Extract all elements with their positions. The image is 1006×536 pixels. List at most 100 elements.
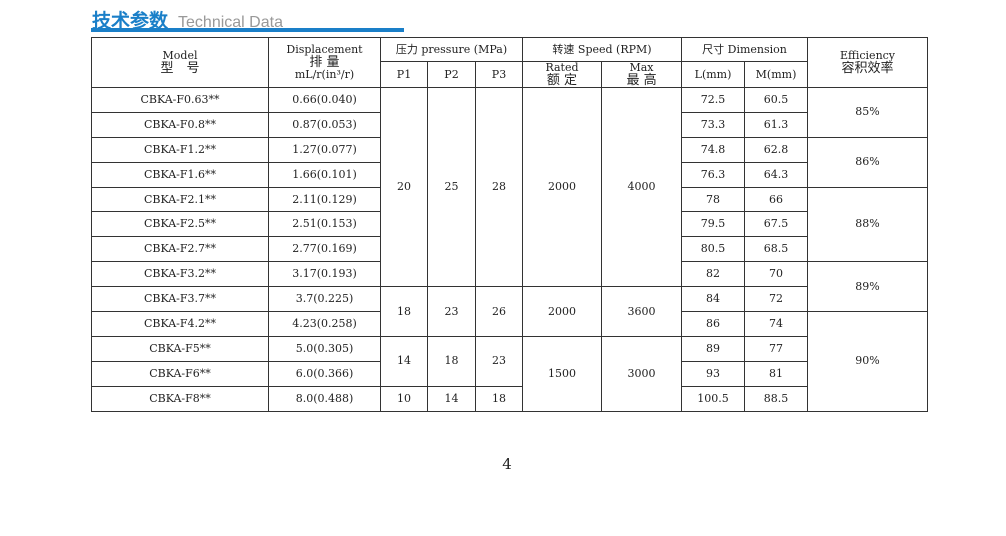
length-m-cell: 81: [744, 360, 809, 387]
title-en: Technical Data: [178, 14, 283, 31]
p3-cell: 18: [475, 385, 523, 412]
table-row: CBKA-F4.2** 4.23(0.258) 86 74 90%: [91, 311, 929, 412]
model-cell: CBKA-F5**: [91, 335, 269, 362]
max-speed-cell: 4000: [600, 86, 683, 288]
model-cell: CBKA-F4.2**: [91, 311, 269, 337]
efficiency-cell: 86%: [807, 136, 929, 188]
p2-cell: 23: [427, 286, 476, 337]
model-cell: CBKA-F3.7**: [91, 286, 269, 313]
table-row: CBKA-F3.7** 3.7(0.225) 18 23 26 2000 3600 84 72: [91, 286, 928, 337]
length-l-cell: 78: [681, 186, 746, 213]
model-cell: CBKA-F8**: [91, 385, 269, 412]
length-m-cell: 61.3: [744, 111, 809, 138]
length-m-cell: 74: [744, 311, 809, 337]
efficiency-cell: 89%: [807, 261, 929, 313]
length-m-cell: 72: [744, 286, 809, 313]
table-row: CBKA-F8** 8.0(0.488) 10 14 18 100.5 88.5: [91, 385, 928, 412]
displacement-cell: 8.0(0.488): [268, 385, 381, 412]
max-speed-cell: 3600: [600, 286, 683, 337]
length-m-cell: 62.8: [744, 136, 809, 163]
p2-cell: 14: [427, 385, 476, 412]
header-m: M(mm): [744, 61, 809, 88]
length-m-cell: 66: [744, 186, 809, 213]
length-l-cell: 82: [681, 261, 746, 288]
displacement-cell: 2.77(0.169): [268, 236, 381, 263]
length-l-cell: 72.5: [681, 87, 746, 113]
header-model: Model 型 号: [91, 37, 269, 88]
length-m-cell: 88.5: [744, 385, 809, 412]
header-pressure: 压力 pressure (MPa): [380, 37, 523, 62]
length-l-cell: 89: [681, 335, 746, 362]
length-l-cell: 86: [681, 311, 746, 337]
efficiency-cell: 88%: [807, 186, 929, 263]
rated-speed-cell: 1500: [522, 335, 602, 412]
model-cell: CBKA-F2.5**: [91, 211, 269, 238]
header-l: L(mm): [681, 61, 746, 88]
displacement-cell: 3.7(0.225): [268, 286, 381, 313]
efficiency-cell: 90%: [807, 311, 929, 412]
rated-speed-cell: 2000: [522, 286, 602, 337]
max-speed-cell: 3000: [600, 335, 683, 412]
displacement-cell: 1.66(0.101): [268, 161, 381, 188]
displacement-cell: 0.87(0.053): [268, 111, 381, 138]
model-cell: CBKA-F0.8**: [91, 111, 269, 138]
length-m-cell: 67.5: [744, 211, 809, 238]
table-row: CBKA-F2.5** 2.51(0.153) 79.5 67.5: [91, 211, 928, 238]
length-m-cell: 70: [744, 261, 809, 288]
displacement-cell: 2.11(0.129): [268, 186, 381, 213]
model-cell: CBKA-F1.6**: [91, 161, 269, 188]
displacement-cell: 5.0(0.305): [268, 335, 381, 362]
header-p2: P2: [427, 61, 476, 88]
length-l-cell: 73.3: [681, 111, 746, 138]
page-number: 4: [502, 455, 512, 473]
header-dimension: 尺寸 Dimension: [681, 37, 809, 62]
header-max: Max 最 高: [600, 61, 683, 88]
header-p1: P1: [380, 61, 428, 88]
displacement-cell: 3.17(0.193): [268, 261, 381, 288]
p1-cell: 18: [380, 286, 428, 337]
length-l-cell: 84: [681, 286, 746, 313]
model-cell: CBKA-F0.63**: [91, 87, 269, 113]
header-speed: 转速 Speed (RPM): [521, 37, 683, 62]
model-cell: CBKA-F6**: [91, 360, 269, 387]
length-l-cell: 74.8: [681, 136, 746, 163]
model-cell: CBKA-F1.2**: [91, 136, 269, 163]
table-row: CBKA-F5** 5.0(0.305) 14 18 23 1500 3000 89 77: [91, 335, 928, 412]
length-l-cell: 93: [681, 360, 746, 387]
model-cell: CBKA-F2.1**: [91, 186, 269, 213]
length-m-cell: 77: [744, 335, 809, 362]
header-rated: Rated 额 定: [522, 61, 602, 88]
p1-cell: 20: [380, 86, 428, 288]
p1-cell: 10: [380, 385, 428, 412]
length-l-cell: 76.3: [681, 161, 746, 188]
table-row: CBKA-F6** 6.0(0.366) 93 81: [91, 360, 928, 387]
header-displacement: Displacement 排 量 mL/r(in³/r): [268, 37, 381, 88]
table-row: CBKA-F2.7** 2.77(0.169) 80.5 68.5: [91, 236, 928, 263]
length-l-cell: 80.5: [681, 236, 746, 263]
technical-data-table: Model 型 号 Displacement 排 量 mL/r(in³/r) 压力 p…: [91, 37, 929, 412]
table-row: CBKA-F0.63** 0.66(0.040) 20 25 28 2000 4000 72.…: [91, 86, 929, 288]
efficiency-cell: 85%: [807, 87, 929, 138]
header-efficiency: Efficiency 容积效率: [807, 37, 929, 88]
displacement-cell: 4.23(0.258): [268, 311, 381, 337]
table-row: CBKA-F3.2** 3.17(0.193) 82 70 89%: [91, 261, 929, 313]
p2-cell: 25: [427, 86, 476, 288]
length-l-cell: 100.5: [681, 385, 746, 412]
length-l-cell: 79.5: [681, 211, 746, 238]
displacement-cell: 2.51(0.153): [268, 211, 381, 238]
length-m-cell: 60.5: [744, 87, 809, 113]
p3-cell: 28: [475, 86, 523, 288]
p2-cell: 18: [427, 335, 476, 387]
length-m-cell: 68.5: [744, 236, 809, 263]
p3-cell: 23: [475, 335, 523, 387]
p3-cell: 26: [475, 286, 523, 337]
length-m-cell: 64.3: [744, 161, 809, 188]
model-cell: CBKA-F2.7**: [91, 236, 269, 263]
displacement-cell: 0.66(0.040): [268, 87, 381, 113]
p1-cell: 14: [380, 335, 428, 387]
header-p3: P3: [475, 61, 523, 88]
rated-speed-cell: 2000: [522, 86, 602, 288]
section-title: 技术参数 Technical Data: [92, 6, 283, 33]
title-zh: 技术参数: [92, 10, 169, 32]
displacement-cell: 6.0(0.366): [268, 360, 381, 387]
